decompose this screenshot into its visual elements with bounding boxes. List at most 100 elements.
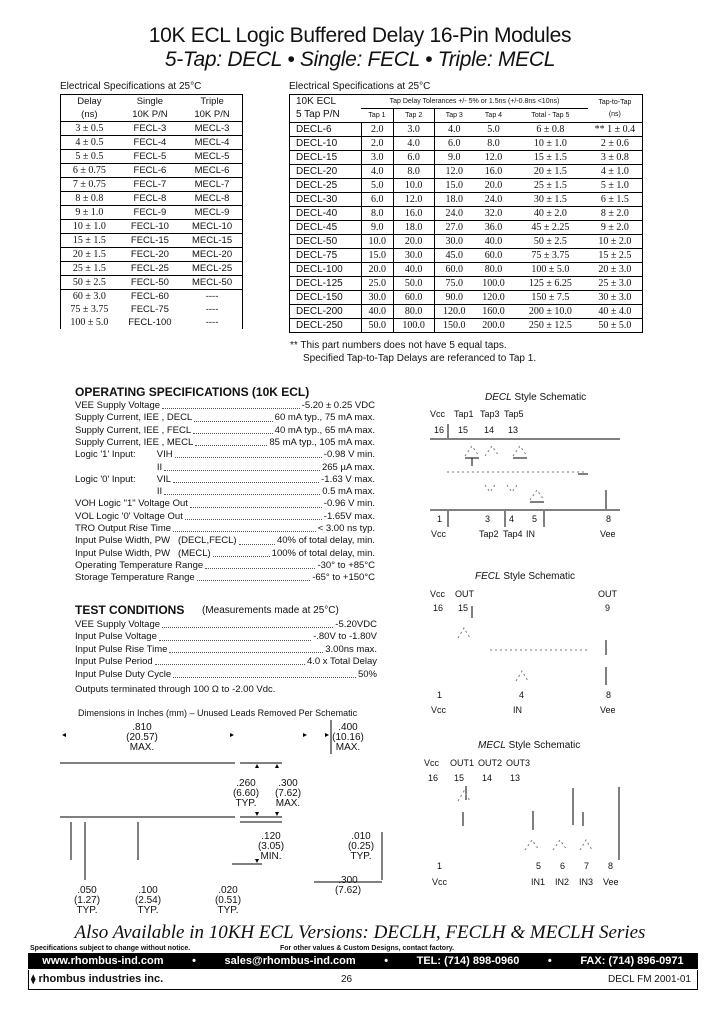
tap-cell: 60.0 bbox=[434, 262, 474, 277]
pn-cell: DECL-50 bbox=[289, 234, 362, 249]
separator-dot: • bbox=[384, 955, 389, 967]
spec-row: Operating Temperature Range -30° to +85°C bbox=[75, 560, 375, 572]
pn-header: 10K ECL bbox=[296, 95, 337, 107]
table-row: DECL-6 2.0 3.0 4.0 5.0 6 ± 0.8 ** 1 ± 0.4 bbox=[289, 122, 643, 137]
spec-value: 40 mA typ., 65 mA max. bbox=[274, 424, 375, 436]
dimensions-caption: Dimensions in Inches (mm) – Unused Leads… bbox=[78, 708, 358, 718]
tap-to-tap-label: Tap-to-Tap bbox=[598, 98, 632, 106]
leader-dots bbox=[173, 474, 320, 484]
tap-to-tap-cell: 15 ± 2.5 bbox=[587, 248, 643, 263]
tap-header: Tap 4 bbox=[484, 111, 503, 119]
spec-row: VEE Supply Voltage -5.20 ± 0.25 VDC bbox=[75, 400, 375, 412]
delay-cell: 100 ± 5.0 bbox=[70, 316, 109, 328]
table-row: 100 ± 5.0 FECL-100 ---- bbox=[61, 316, 243, 329]
tap-cell: 45.0 bbox=[434, 248, 474, 263]
website-link[interactable]: www.rhombus-ind.com bbox=[42, 955, 164, 967]
separator-dot: • bbox=[192, 955, 196, 967]
tap-cell: 45 ± 2.25 bbox=[513, 220, 588, 235]
pin-label: IN2 bbox=[555, 877, 570, 887]
tap-cell: 10.0 bbox=[393, 178, 435, 193]
tap-cell: 12.0 bbox=[393, 192, 435, 207]
pin-label: OUT bbox=[455, 589, 474, 599]
tap-cell: 6.0 bbox=[361, 192, 394, 207]
mecl-schematic-title: MECL Style Schematic bbox=[478, 740, 580, 752]
spec-row: II 0.5 mA max. bbox=[75, 486, 375, 498]
pin-label: Vee bbox=[600, 705, 616, 715]
spec-value: 100% of total delay, min. bbox=[271, 547, 375, 559]
spec-value: 60 mA typ., 75 mA max. bbox=[274, 412, 375, 424]
footer-bottom: ⧫ rhombus industries inc. 26 DECL FM 200… bbox=[28, 970, 698, 990]
single-pn-cell: FECL-60 bbox=[130, 290, 169, 302]
tap-to-tap-cell: 50 ± 5.0 bbox=[587, 318, 643, 333]
pin-label: Vcc bbox=[431, 705, 447, 715]
pn-cell: DECL-125 bbox=[289, 276, 362, 291]
spec-row: Input Pulse Rise Time 3.00ns max. bbox=[75, 644, 377, 656]
table-row: DECL-75 15.0 30.0 45.0 60.0 75 ± 3.75 15 ± 2.5 bbox=[289, 248, 643, 263]
pin-label: OUT bbox=[598, 589, 617, 599]
tap-cell: 15.0 bbox=[361, 248, 394, 263]
spec-label: VEE Supply Voltage bbox=[75, 400, 161, 411]
pin-number: 13 bbox=[508, 425, 519, 435]
single-pn-cell: FECL-75 bbox=[130, 303, 169, 315]
decl-spec-table: 10K ECL Tap Delay Tolerances +/- 5% or 1… bbox=[289, 94, 643, 333]
tap-cell: 30.0 bbox=[434, 234, 474, 249]
tap-cell: 9.0 bbox=[361, 220, 394, 235]
pn-cell: DECL-100 bbox=[289, 262, 362, 277]
delay-cell: 9 ± 1.0 bbox=[60, 205, 118, 220]
pin-label: OUT1 bbox=[450, 758, 475, 768]
pin-number: 8 bbox=[608, 861, 614, 871]
spec-value: 85 mA typ., 105 mA max. bbox=[269, 436, 375, 448]
spec-row: Supply Current, IEE , DECL 60 mA typ., 75… bbox=[75, 412, 375, 424]
single-triple-spec-table: Delay Single Triple (ns) 10K P/N 10K P/N 3 ±… bbox=[60, 94, 243, 329]
pin-number: 5 bbox=[536, 861, 542, 871]
company-logo: ⧫ rhombus industries inc. bbox=[31, 973, 163, 986]
pin-number: 8 bbox=[606, 690, 612, 700]
delay-cell: 10 ± 1.0 bbox=[60, 219, 118, 234]
pin-number: 15 bbox=[454, 773, 465, 783]
pin-number: 14 bbox=[482, 773, 493, 783]
spec-label: Input Pulse Duty Cycle bbox=[75, 668, 172, 680]
tap-cell: 5.0 bbox=[473, 122, 514, 137]
pn-cell: DECL-10 bbox=[289, 136, 362, 151]
tap-cell: 30.0 bbox=[361, 290, 394, 305]
pin-number: 6 bbox=[560, 861, 566, 871]
pin-label: Vcc bbox=[424, 758, 440, 768]
leader-dots bbox=[162, 619, 334, 629]
tap-cell: 4.0 bbox=[361, 164, 394, 179]
tap-to-tap-cell: 30 ± 3.0 bbox=[587, 290, 643, 305]
spec-label: Input Pulse Width, PW (DECL,FECL) bbox=[75, 535, 237, 547]
tap-cell: 4.0 bbox=[393, 136, 435, 151]
table-row: 60 ± 3.0 FECL-60 ---- bbox=[61, 290, 243, 304]
pin-number: 14 bbox=[484, 425, 495, 435]
spec-row: Logic '1' Input: VIH -0.98 V min. bbox=[75, 449, 375, 461]
tap-to-tap-cell: 2 ± 0.6 bbox=[587, 136, 643, 151]
dim-text: .120 (3.05) MIN. bbox=[257, 831, 285, 862]
header-cell: Delay bbox=[77, 95, 102, 107]
tap-cell: 8.0 bbox=[473, 136, 514, 151]
tap-cell: 32.0 bbox=[473, 206, 514, 221]
triple-pn-cell: MECL-25 bbox=[182, 261, 243, 276]
spec-value: -.80V to -1.80V bbox=[313, 631, 377, 643]
table-row: DECL-150 30.0 60.0 90.0 120.0 150 ± 7.5 30 ± 3… bbox=[289, 290, 643, 305]
email-link[interactable]: sales@rhombus-ind.com bbox=[224, 955, 356, 967]
leader-dots bbox=[189, 498, 322, 508]
triple-pn-cell: MECL-7 bbox=[182, 177, 243, 192]
tap-to-tap-cell: 20 ± 3.0 bbox=[587, 262, 643, 277]
pin-number: 4 bbox=[509, 514, 515, 524]
title-part: MECL bbox=[478, 740, 506, 751]
dim-end-offset: .050 (1.27) TYP. bbox=[67, 886, 107, 916]
tap-to-tap-unit: (ns) bbox=[608, 110, 621, 118]
spec-label: Logic '1' Input: VIH bbox=[75, 449, 173, 461]
tap-cell: 40.0 bbox=[473, 234, 514, 249]
table-row: DECL-50 10.0 20.0 30.0 40.0 50 ± 2.5 10 ± 2.0 bbox=[289, 234, 643, 249]
pin-label: OUT3 bbox=[506, 758, 531, 768]
single-pn-cell: FECL-15 bbox=[117, 233, 183, 248]
table-row: 7 ± 0.75 FECL-7 MECL-7 bbox=[60, 177, 243, 192]
spec-value: 40% of total delay, min. bbox=[276, 535, 375, 547]
tap-cell: 50.0 bbox=[361, 318, 394, 333]
page-number: 26 bbox=[341, 974, 353, 985]
delay-cell: 6 ± 0.75 bbox=[60, 163, 118, 178]
spec-value: < 3.00 ns typ. bbox=[317, 523, 375, 534]
tap-cell: 6 ± 0.8 bbox=[513, 122, 588, 137]
tap-cell: 8.0 bbox=[393, 164, 435, 179]
